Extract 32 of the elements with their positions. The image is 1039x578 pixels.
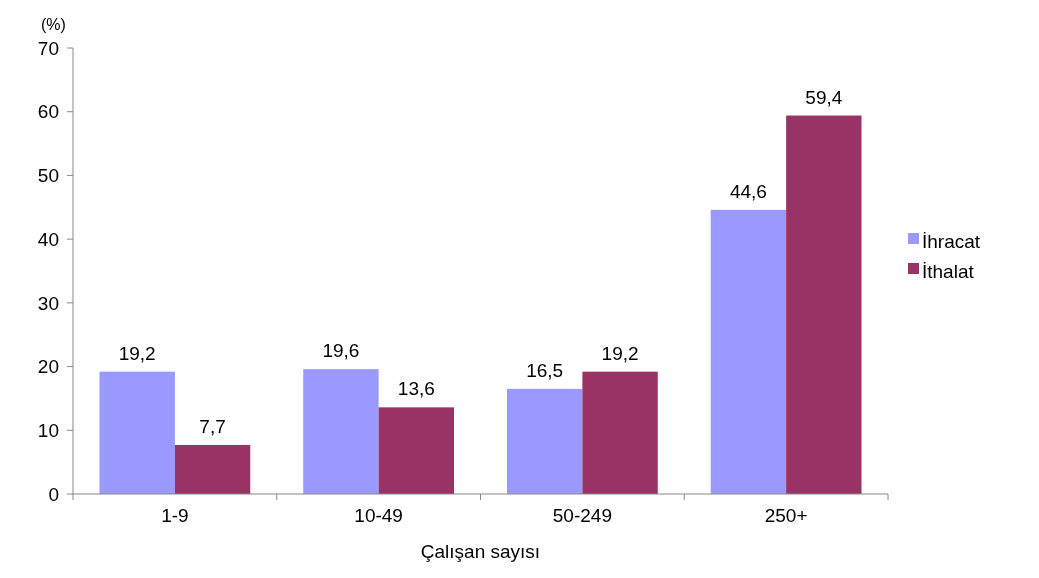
bar <box>303 369 379 494</box>
y-axis-title: (%) <box>41 16 66 33</box>
data-label: 16,5 <box>526 359 564 381</box>
x-tick-label: 50-249 <box>552 505 612 526</box>
y-tick-label: 10 <box>37 419 59 441</box>
x-tick-label: 1-9 <box>161 505 189 526</box>
data-label: 13,6 <box>397 378 435 400</box>
bar <box>786 115 862 494</box>
bar <box>99 371 175 494</box>
bar <box>582 371 658 494</box>
y-tick-label: 70 <box>37 37 59 59</box>
bar <box>174 444 251 494</box>
data-label: 19,2 <box>118 342 156 364</box>
x-tick-label: 10-49 <box>354 505 403 526</box>
x-tick-label: 250+ <box>764 505 808 526</box>
legend-label: İhracat <box>922 230 981 252</box>
bar <box>506 388 583 494</box>
y-tick-label: 0 <box>48 483 59 505</box>
legend-label: İthalat <box>922 260 975 282</box>
y-tick-label: 20 <box>37 356 59 378</box>
data-label: 44,6 <box>729 180 767 202</box>
x-axis-title: Çalışan sayısı <box>420 541 541 562</box>
data-label: 7,7 <box>199 415 226 437</box>
data-label: 59,4 <box>805 86 843 108</box>
y-tick-label: 50 <box>37 165 59 187</box>
data-label: 19,2 <box>601 342 639 364</box>
y-tick-label: 40 <box>37 228 59 250</box>
y-tick-label: 30 <box>37 292 59 314</box>
bar <box>378 407 455 494</box>
y-tick-label: 60 <box>37 101 59 123</box>
data-label: 19,6 <box>322 340 360 362</box>
bar <box>710 209 787 494</box>
